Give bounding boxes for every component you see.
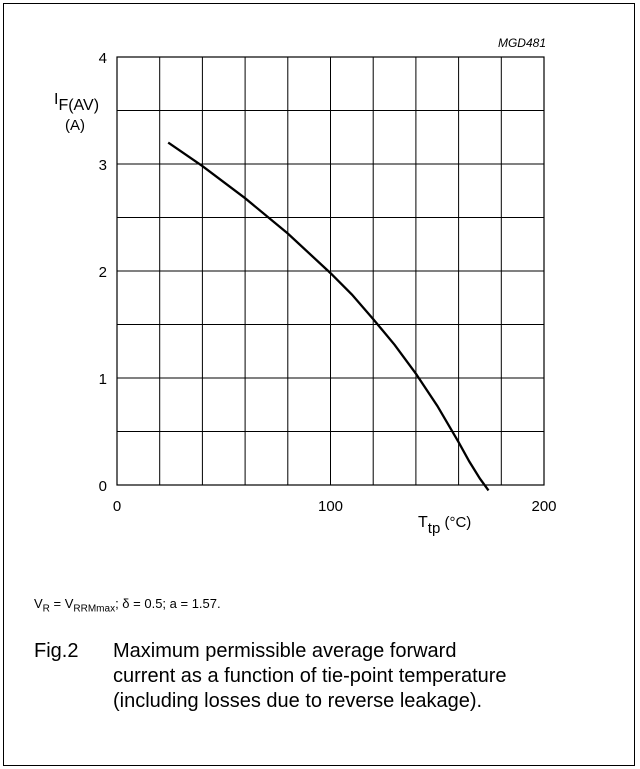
figure-code: MGD481 bbox=[498, 36, 546, 50]
caption-line-2: current as a function of tie-point tempe… bbox=[113, 665, 507, 687]
plot-border bbox=[116, 56, 545, 486]
cond-rest: ; δ = 0.5; a = 1.57. bbox=[115, 596, 221, 611]
caption-line-1: Maximum permissible average forward bbox=[113, 640, 457, 662]
y-tick-label: 2 bbox=[99, 264, 107, 281]
y-tick-label: 3 bbox=[99, 157, 107, 174]
figure-number: Fig.2 bbox=[34, 640, 79, 662]
y-axis-label: IF(AV) bbox=[54, 91, 99, 114]
conditions-note: VR = VRRMmax; δ = 0.5; a = 1.57. bbox=[34, 596, 221, 615]
caption-line-3: (including losses due to reverse leakage… bbox=[113, 690, 483, 712]
x-axis-label-sub: tp bbox=[428, 520, 441, 537]
y-axis-unit: (A) bbox=[65, 117, 85, 134]
figure-caption: Maximum permissible average forward curr… bbox=[113, 639, 613, 714]
y-tick-label: 4 bbox=[99, 50, 107, 67]
y-tick-label: 1 bbox=[99, 371, 107, 388]
x-tick-label: 200 bbox=[531, 498, 556, 515]
series-line bbox=[167, 141, 490, 492]
x-tick-label: 0 bbox=[113, 498, 121, 515]
x-tick-labels: 0 100 200 bbox=[113, 498, 557, 515]
x-axis-label-unit: (°C) bbox=[440, 514, 471, 531]
figure-frame bbox=[3, 3, 635, 766]
x-tick-label: 100 bbox=[318, 498, 343, 515]
cond-r: R bbox=[42, 603, 50, 615]
y-tick-label: 0 bbox=[99, 478, 107, 495]
chart-grid bbox=[117, 57, 544, 485]
cond-eq: = V bbox=[49, 596, 74, 611]
y-tick-labels: 0 1 2 3 4 bbox=[99, 50, 107, 495]
x-axis-label: Ttp (°C) bbox=[418, 514, 471, 537]
x-axis-label-main: T bbox=[418, 514, 428, 531]
chart-svg: 0 100 200 0 1 2 3 4 MGD481 IF(AV) (A) Ttp (°C) bbox=[54, 36, 557, 537]
cond-rrm: RRMmax bbox=[73, 603, 116, 615]
cond-v: V bbox=[34, 596, 43, 611]
y-axis-label-main: I bbox=[54, 91, 58, 108]
y-axis-label-sub: F(AV) bbox=[58, 97, 99, 114]
